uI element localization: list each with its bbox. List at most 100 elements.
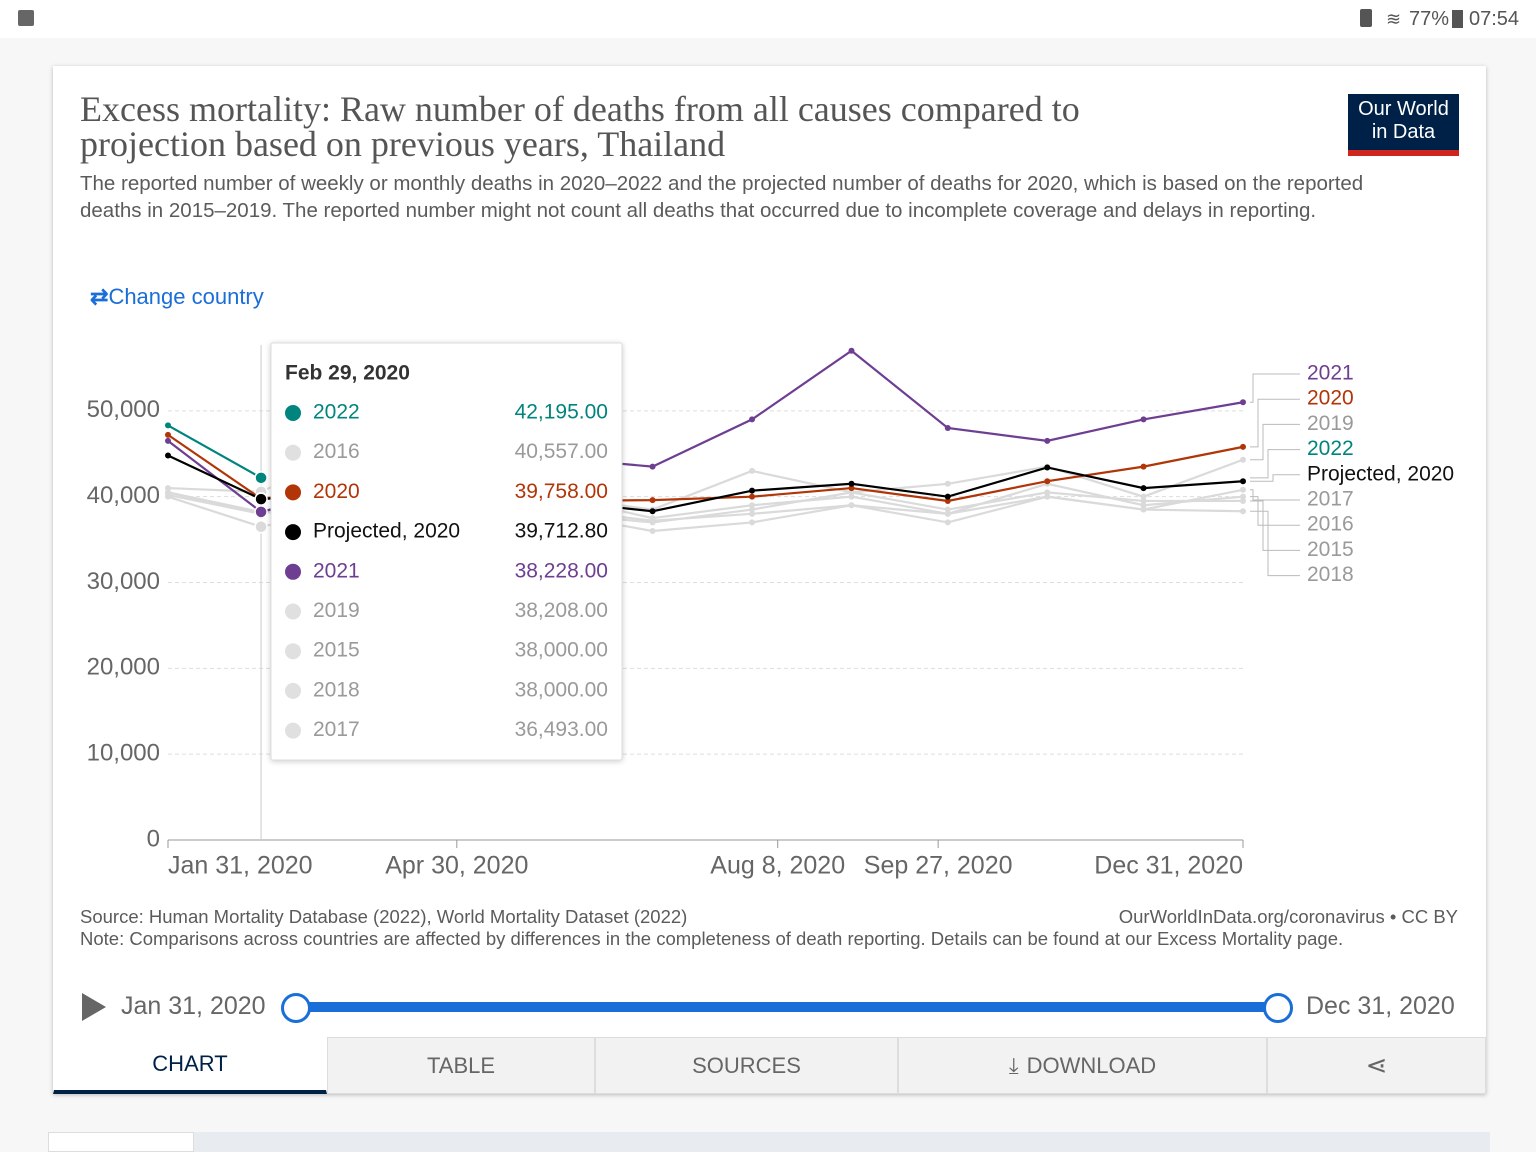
data-point [1044, 489, 1051, 496]
series-label: 2018 [1307, 563, 1354, 586]
source: Source: Human Mortality Database (2022),… [80, 906, 688, 927]
data-point [944, 425, 951, 431]
chart-title: Excess mortality: Raw number of deaths f… [80, 89, 1080, 164]
tooltip-box [270, 342, 623, 761]
tooltip-value: 38,000.00 [515, 639, 608, 662]
data-point [1044, 464, 1051, 471]
tooltip-swatch [285, 405, 301, 421]
series-label: 2017 [1307, 488, 1354, 511]
x-tick-label: Sep 27, 2020 [864, 852, 1013, 880]
tooltip-swatch [285, 563, 301, 580]
label-connector [1250, 449, 1300, 479]
data-point [649, 497, 656, 504]
data-point [165, 431, 171, 438]
data-point [749, 502, 756, 509]
change-country-label: Change country [108, 284, 264, 309]
timeline-start: Jan 31, 2020 [121, 992, 266, 1020]
data-point [254, 492, 268, 506]
notification-icon [18, 10, 34, 26]
tooltip-value: 40,557.00 [515, 440, 608, 463]
timeline-track[interactable] [294, 1002, 1277, 1012]
data-point [749, 467, 756, 474]
tab-sources[interactable]: SOURCES [595, 1037, 898, 1094]
data-point [165, 485, 171, 492]
timeline-end: Dec 31, 2020 [1306, 992, 1455, 1020]
tooltip-name: 2021 [313, 559, 360, 582]
change-country-button[interactable]: ⇄Change country [90, 284, 264, 310]
share-icon: ⋖ [1365, 1050, 1388, 1080]
timeline-handle[interactable] [281, 993, 311, 1023]
series-label: 2022 [1307, 437, 1354, 460]
data-point [1240, 493, 1246, 500]
label-connector [1250, 398, 1300, 448]
series-label: 2019 [1307, 412, 1354, 435]
tab-label: SOURCES [692, 1052, 801, 1078]
data-point [1140, 506, 1147, 513]
logo[interactable]: Our World in Data [1348, 94, 1459, 156]
y-tick-label: 50,000 [87, 396, 160, 423]
tooltip-name: 2018 [313, 678, 360, 701]
note: Note: Comparisons across countries are a… [80, 928, 1344, 949]
tab-chart[interactable]: CHART [53, 1037, 327, 1094]
logo-line: in Data [1371, 121, 1436, 143]
clock: 07:54 [1469, 8, 1520, 30]
tooltip-title: Feb 29, 2020 [285, 362, 410, 385]
tooltip-value: 39,758.00 [515, 480, 608, 503]
next-card [48, 1132, 1490, 1152]
tooltip-value: 42,195.00 [515, 401, 608, 424]
data-point [749, 510, 756, 517]
tooltip-name: 2020 [313, 480, 360, 503]
data-point [1140, 497, 1147, 504]
label-connector [1250, 373, 1300, 403]
url[interactable]: OurWorldInData.org/coronavirus • CC BY [1118, 906, 1458, 927]
data-point [1240, 497, 1246, 504]
status-icon [1360, 9, 1372, 27]
tooltip-swatch [285, 682, 301, 699]
wifi-icon: ≋ [1386, 9, 1402, 29]
tooltip-name: 2016 [313, 440, 360, 463]
y-tick-label: 10,000 [87, 740, 160, 767]
tooltip-name: 2022 [313, 401, 360, 424]
tab-download[interactable]: ⤓ DOWNLOAD [898, 1037, 1267, 1094]
tooltip-name: 2017 [313, 718, 360, 741]
series-label: 2021 [1307, 362, 1354, 385]
data-point [1240, 486, 1246, 493]
tooltip-swatch [285, 444, 301, 461]
tooltip-value: 36,493.00 [515, 718, 608, 741]
chart-subtitle: The reported number of weekly or monthly… [80, 172, 1364, 222]
data-point [1044, 493, 1051, 500]
series-label: Projected, 2020 [1307, 462, 1454, 485]
data-point [1140, 416, 1147, 423]
play-button[interactable] [82, 993, 106, 1021]
thumbnail [48, 1132, 194, 1152]
tab-table[interactable]: TABLE [327, 1037, 595, 1094]
tooltip-swatch [285, 643, 301, 660]
series-label: 2015 [1307, 538, 1354, 561]
data-point [749, 506, 756, 513]
data-point [749, 519, 756, 526]
data-point [649, 517, 656, 524]
y-tick-label: 0 [147, 825, 160, 852]
x-tick-label: Aug 8, 2020 [710, 852, 845, 880]
tooltip: Feb 29, 2020 2022 42,195.00 2016 40,557.00 20… [270, 342, 623, 761]
tab-share[interactable]: ⋖ [1267, 1037, 1486, 1094]
data-point [1240, 478, 1246, 485]
logo-line: Our World [1358, 98, 1449, 120]
data-point [165, 452, 171, 459]
data-point [848, 502, 855, 509]
data-point [944, 497, 951, 504]
timeline-handle[interactable] [1263, 993, 1293, 1023]
data-point [1140, 463, 1147, 470]
tab-label: DOWNLOAD [1026, 1052, 1157, 1078]
series-label: 2016 [1307, 513, 1354, 536]
data-point [1044, 437, 1051, 444]
data-point [944, 493, 951, 500]
data-point [848, 493, 855, 500]
tooltip-swatch [285, 722, 301, 739]
x-tick-label: Apr 30, 2020 [385, 852, 528, 880]
data-point [944, 480, 951, 487]
data-point [1240, 399, 1246, 406]
data-point [649, 528, 656, 534]
